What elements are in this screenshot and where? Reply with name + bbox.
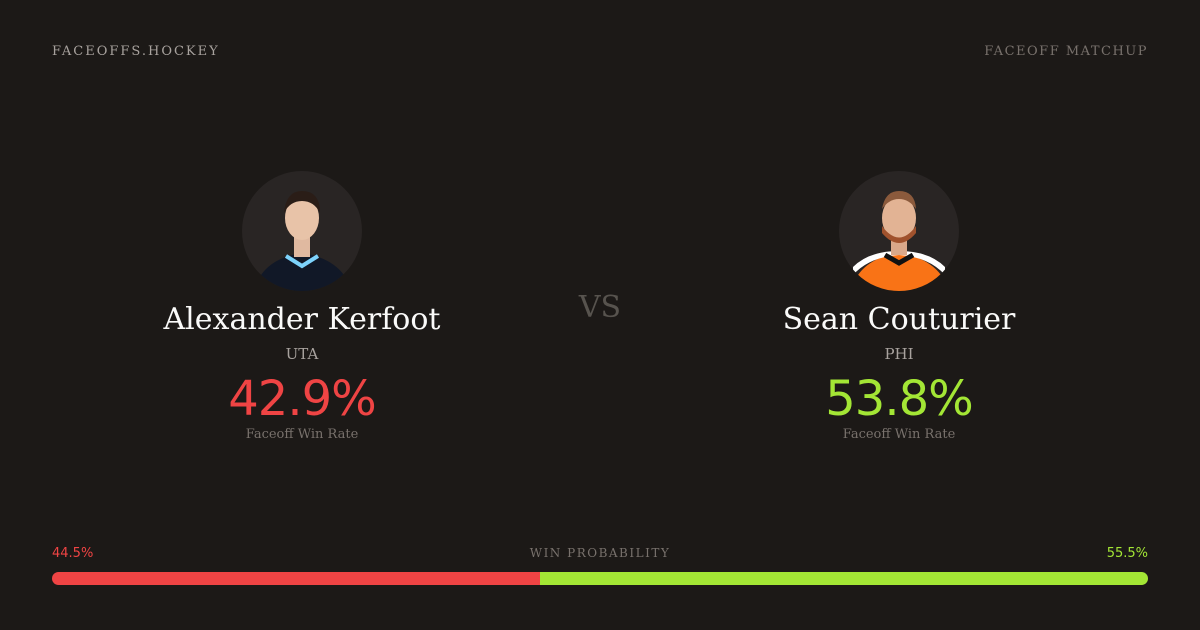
faceoff-win-rate: 53.8% [825,371,973,427]
player-avatar [242,171,362,291]
player-name: Sean Couturier [782,302,1016,337]
faceoff-win-rate-label: Faceoff Win Rate [245,427,359,442]
player-right: Sean Couturier PHI 53.8% Faceoff Win Rat… [649,171,1149,442]
player-photo-icon [254,191,352,291]
vs-label: VS [578,290,622,325]
right-win-probability: 55.5% [1106,546,1148,561]
faceoff-win-rate-label: Faceoff Win Rate [842,427,956,442]
right-probability-segment [539,572,1148,585]
player-avatar [839,171,959,291]
win-probability-label: WIN PROBABILITY [529,546,671,560]
brand-logo-text: FACEOFFS.HOCKEY [52,44,220,59]
left-win-probability: 44.5% [52,546,94,561]
player-team: PHI [884,345,914,363]
player-team: UTA [285,345,319,363]
win-probability-bar [52,572,1148,585]
player-photo-icon [851,191,949,291]
page-type-label: FACEOFF MATCHUP [984,44,1148,59]
faceoff-win-rate: 42.9% [228,371,376,427]
player-name: Alexander Kerfoot [163,302,441,337]
left-probability-segment [52,572,540,585]
player-left: Alexander Kerfoot UTA 42.9% Faceoff Win … [52,171,552,442]
